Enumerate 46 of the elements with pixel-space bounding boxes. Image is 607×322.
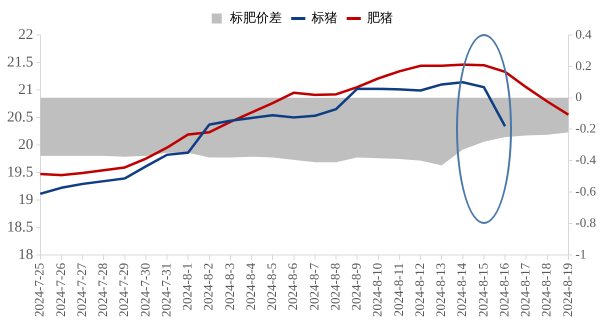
x-tick-label: 2024-8-5 [264, 262, 280, 311]
x-tick-label: 2024-8-1 [180, 262, 195, 311]
x-tick-label: 2024-8-13 [433, 262, 448, 318]
x-tick-label: 2024-8-2 [200, 262, 216, 311]
y-tick-label: 19 [18, 192, 34, 208]
x-tick-label: 2024-7-28 [95, 262, 110, 318]
x-tick-label: 2024-8-15 [475, 262, 490, 318]
y-tick-label: 19.5 [7, 164, 34, 180]
y2-tick-label: 0.2 [575, 58, 592, 73]
x-tick-label: 2024-8-11 [390, 262, 406, 317]
x-tick-label: 2024-7-30 [137, 262, 152, 318]
x-tick-label: 2024-8-7 [306, 262, 322, 311]
legend-label: 标肥价差 [228, 10, 282, 26]
x-tick-label: 2024-7-27 [74, 262, 89, 318]
y2-tick-label: -0.2 [575, 120, 596, 136]
x-tick-label: 2024-7-31 [158, 262, 174, 318]
x-tick-label: 2024-7-25 [32, 262, 47, 318]
x-tick-label: 2024-8-17 [518, 262, 533, 318]
y2-tick-label: 0 [575, 89, 582, 104]
y2-tick-label: -0.8 [575, 214, 596, 230]
x-tick-label: 2024-8-16 [496, 262, 512, 318]
x-tick-label: 2024-8-12 [412, 262, 427, 318]
x-tick-label: 2024-8-6 [285, 262, 300, 311]
y-tick-label: 20.5 [7, 109, 34, 126]
legend-label: 标猪 [310, 10, 338, 26]
x-tick-label: 2024-8-19 [560, 262, 575, 318]
x-tick-label: 2024-8-10 [370, 262, 385, 318]
y-tick-label: 21 [18, 82, 34, 98]
x-tick-label: 2024-8-4 [242, 262, 258, 311]
y-tick-label: 18.5 [7, 219, 34, 236]
y-tick-label: 20 [18, 136, 34, 153]
y2-tick-label: -1 [575, 246, 586, 262]
y2-tick-label: -0.4 [575, 152, 596, 168]
y-tick-label: 22 [18, 26, 34, 43]
legend-label: 肥猪 [366, 10, 393, 26]
x-tick-label: 2024-7-29 [116, 262, 132, 318]
x-tick-label: 2024-8-8 [327, 262, 342, 311]
x-tick-label: 2024-8-18 [538, 262, 554, 318]
x-tick-label: 2024-7-26 [52, 262, 68, 318]
x-tick-label: 2024-8-9 [348, 262, 364, 311]
y-tick-label: 21.5 [7, 54, 34, 70]
y2-tick-label: -0.6 [575, 183, 596, 198]
x-tick-label: 2024-8-14 [454, 262, 470, 318]
y-tick-label: 18 [18, 246, 34, 263]
y2-tick-label: 0.4 [575, 26, 592, 42]
x-tick-label: 2024-8-3 [222, 262, 237, 311]
